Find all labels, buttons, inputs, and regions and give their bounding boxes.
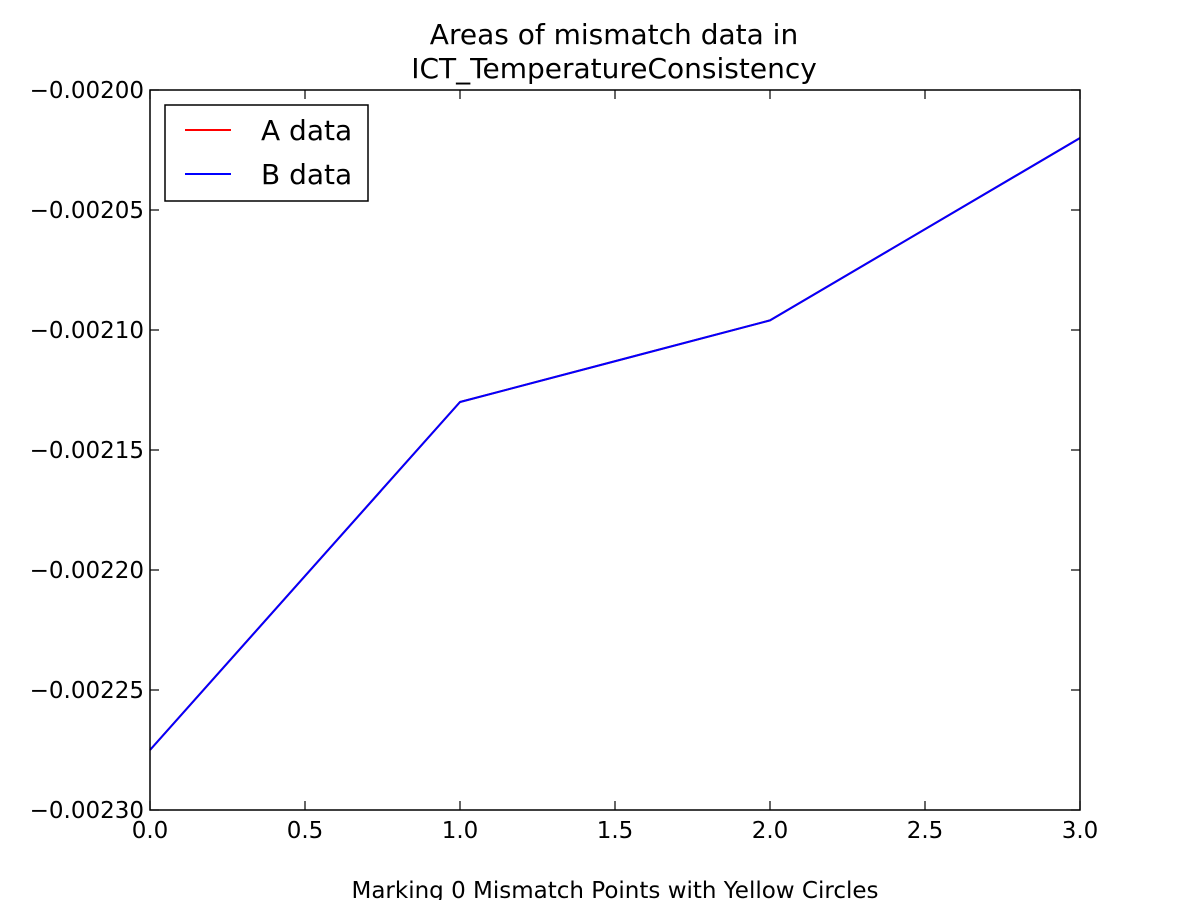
legend-box <box>164 104 369 202</box>
y-tick-label-1: −0.00205 <box>30 198 144 224</box>
legend-label-2: B data <box>261 158 352 191</box>
x-tick-label-6: 3.0 <box>1062 818 1099 844</box>
y-tick-label-0: −0.00200 <box>30 78 144 104</box>
y-tick-label-2: −0.00210 <box>30 318 144 344</box>
x-tick-label-3: 1.5 <box>597 818 634 844</box>
legend: A data B data <box>164 104 369 202</box>
series-line-b-data <box>149 137 1081 751</box>
y-axis-tick-labels: −0.00200 −0.00205 −0.00210 −0.00215 −0.00220… <box>30 78 144 824</box>
x-tick-label-5: 2.5 <box>907 818 944 844</box>
series-lines <box>149 137 1081 751</box>
x-tick-label-4: 2.0 <box>752 818 789 844</box>
chart-title: Areas of mismatch data inICT_Temperature… <box>411 18 817 85</box>
y-tick-label-3: −0.00215 <box>30 438 144 464</box>
y-tick-label-6: −0.00230 <box>30 798 144 824</box>
x-axis-label: Marking 0 Mismatch Points with Yellow Ci… <box>351 878 878 900</box>
y-tick-label-5: −0.00225 <box>30 678 144 704</box>
x-axis-tick-labels: 0.0 0.5 1.0 1.5 2.0 2.5 3.0 <box>132 818 1099 844</box>
y-tick-label-4: −0.00220 <box>30 558 144 584</box>
x-tick-label-2: 1.0 <box>442 818 479 844</box>
legend-label-1: A data <box>261 114 352 147</box>
axis-ticks <box>149 89 1081 811</box>
chart-title-line-2: ICT_TemperatureConsistency <box>411 52 817 85</box>
x-tick-label-0: 0.0 <box>132 818 169 844</box>
chart-title-line-1: Areas of mismatch data in <box>430 18 798 51</box>
series-line-a-data <box>149 137 1081 751</box>
x-tick-label-1: 0.5 <box>287 818 324 844</box>
